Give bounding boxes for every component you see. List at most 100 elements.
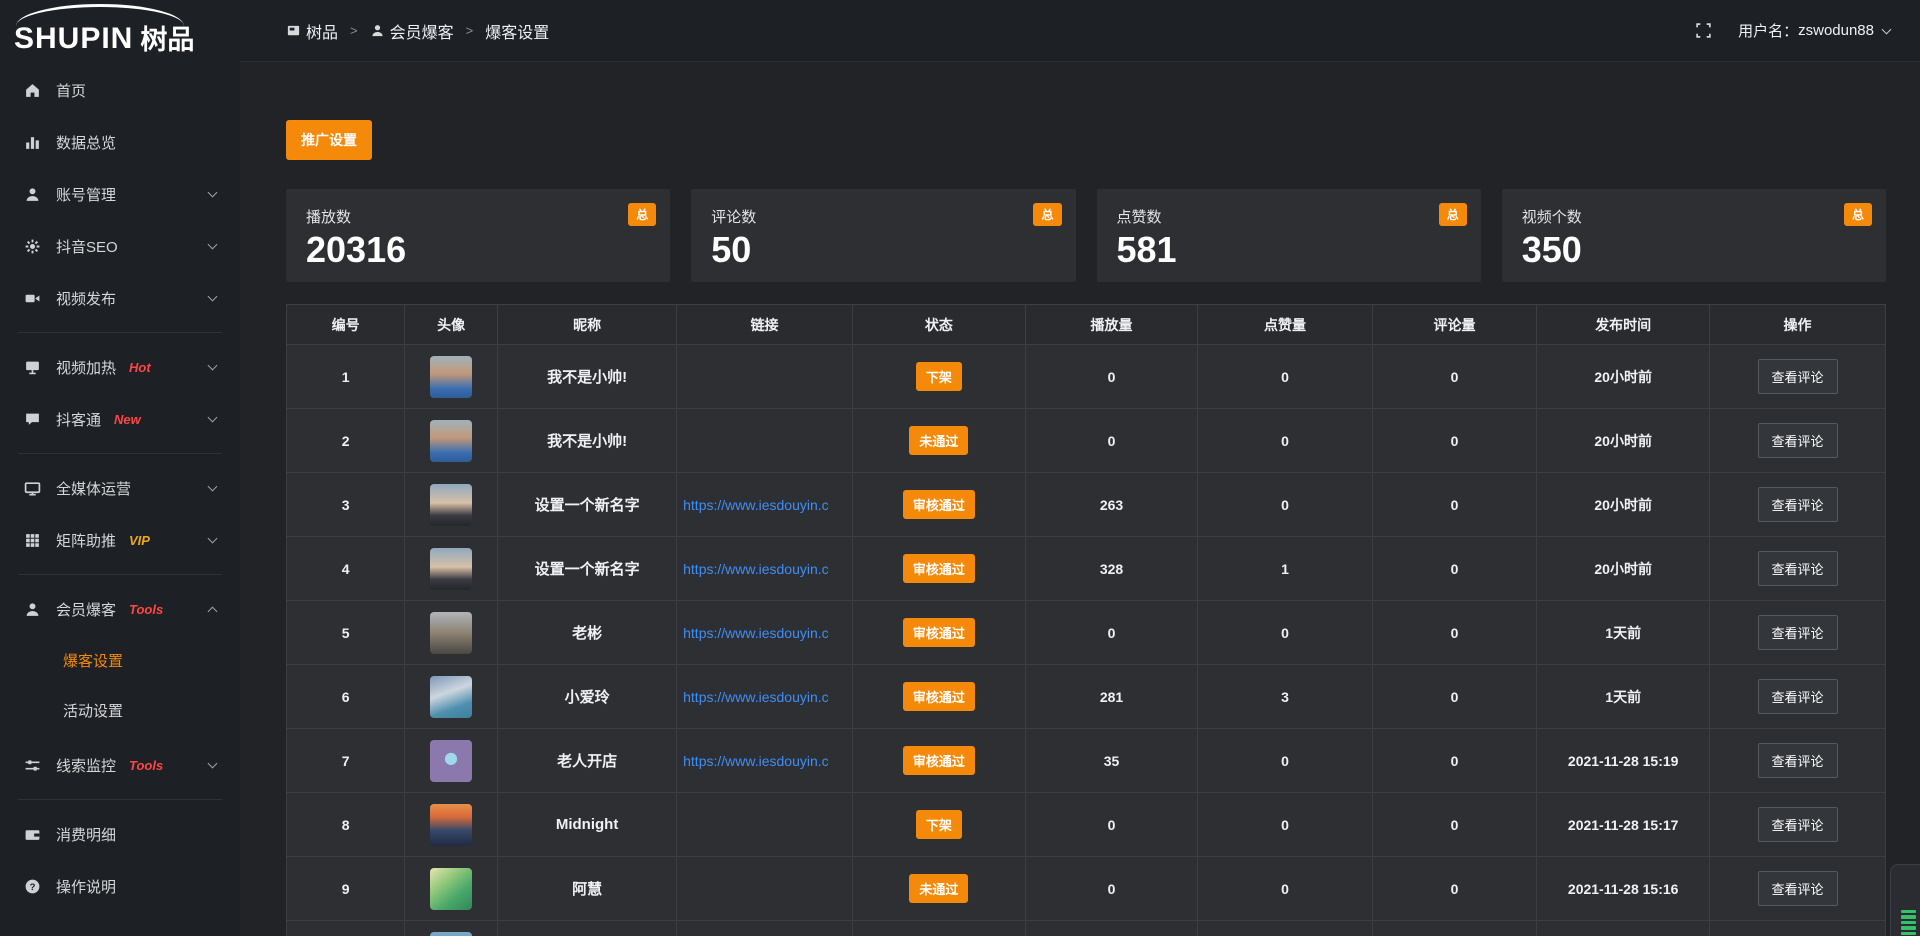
- row-id: 6: [285, 664, 406, 729]
- nickname: 设置一个新名字: [497, 536, 678, 601]
- plays-count: 0: [1024, 600, 1199, 665]
- table-row: 2 我不是小帅! 未通过 0 0 0 20小时前 查看评论: [285, 408, 1886, 473]
- publish-time: 1天前: [1536, 600, 1711, 665]
- publish-time: 20小时前: [1536, 472, 1711, 537]
- breadcrumb-separator: >: [350, 23, 358, 38]
- sidebar-item-video-publish[interactable]: 视频发布: [0, 272, 240, 324]
- stat-card-plays: 播放数 20316 总: [286, 189, 671, 282]
- table-header-row: 编号 头像 昵称 链接 状态 播放量 点赞量 评论量 发布时间 操作: [285, 304, 1886, 345]
- plays-count: 0: [1024, 856, 1199, 921]
- sidebar-subitem-activity-settings[interactable]: 活动设置: [63, 703, 124, 720]
- sidebar-item-douyin-seo[interactable]: 抖音SEO: [0, 220, 240, 272]
- sidebar-item-operation-guide[interactable]: ? 操作说明: [0, 860, 240, 912]
- sidebar-item-data-overview[interactable]: 数据总览: [0, 116, 240, 168]
- topbar: 树品 > 会员爆客 > 爆客设置 用户名：: [240, 0, 1920, 62]
- likes-count: 1: [1197, 536, 1373, 601]
- sidebar-item-consumption-detail[interactable]: 消费明细: [0, 808, 240, 860]
- row-id: 1: [285, 344, 406, 409]
- table-row: 4 设置一个新名字 https://www.iesdouyin.c 审核通过 3…: [285, 536, 1886, 601]
- chevron-icon: [207, 291, 218, 302]
- plays-count: 35: [1024, 728, 1199, 793]
- video-link[interactable]: https://www.iesdouyin.c: [683, 752, 829, 769]
- nickname: 我不是小帅!: [497, 408, 678, 473]
- comments-count: [1371, 920, 1538, 936]
- monitor-icon: [24, 480, 41, 497]
- likes-count: 0: [1197, 600, 1373, 665]
- promo-settings-button[interactable]: 推广设置: [286, 120, 372, 160]
- table-row: 3 设置一个新名字 https://www.iesdouyin.c 审核通过 2…: [285, 472, 1886, 537]
- stat-label: 点赞数: [1116, 209, 1162, 226]
- avatar: [430, 419, 473, 462]
- publish-time: 1天前: [1536, 664, 1711, 729]
- username-label: 用户名：: [1738, 23, 1799, 40]
- sidebar-item-omni-media[interactable]: 全媒体运营: [0, 462, 240, 514]
- view-comments-button[interactable]: 查看评论: [1757, 679, 1838, 714]
- view-comments-button[interactable]: 查看评论: [1757, 615, 1838, 650]
- breadcrumb-item-app[interactable]: 树品: [286, 19, 338, 43]
- total-badge: 总: [1843, 203, 1872, 226]
- table-row: 8 Midnight 下架 0 0 0 2021-11-28 15:17 查看评…: [285, 792, 1886, 857]
- view-comments-button[interactable]: 查看评论: [1757, 487, 1838, 522]
- video-link[interactable]: https://www.iesdouyin.c: [683, 560, 829, 577]
- svg-text:?: ?: [30, 881, 36, 892]
- chevron-icon: [207, 187, 218, 198]
- avatar: [430, 675, 473, 718]
- likes-count: 3: [1197, 664, 1373, 729]
- sidebar-item-lead-monitor[interactable]: 线索监控 Tools: [0, 739, 240, 791]
- view-comments-button[interactable]: 查看评论: [1757, 551, 1838, 586]
- view-comments-button[interactable]: 查看评论: [1757, 359, 1838, 394]
- sidebar-item-home[interactable]: 首页: [0, 64, 240, 116]
- floating-widget[interactable]: [1890, 864, 1920, 936]
- nickname: 老人开店: [497, 728, 678, 793]
- comments-count: 0: [1371, 856, 1538, 921]
- nickname: 我不是小帅!: [497, 344, 678, 409]
- breadcrumb-item-member[interactable]: 会员爆客: [370, 19, 454, 43]
- stat-value: 50: [711, 229, 752, 270]
- view-comments-button[interactable]: 查看评论: [1757, 807, 1838, 842]
- view-comments-button[interactable]: 查看评论: [1757, 871, 1838, 906]
- wallet-icon: [24, 826, 41, 843]
- user-menu[interactable]: 用户名： zswodun88: [1738, 20, 1892, 41]
- sidebar-item-account-management[interactable]: 账号管理: [0, 168, 240, 220]
- fullscreen-icon[interactable]: [1695, 22, 1712, 39]
- col-comments: 评论量: [1371, 304, 1538, 345]
- nickname: 设置一个新名字: [497, 472, 678, 537]
- question-icon: ?: [24, 878, 41, 895]
- sidebar-item-douketong[interactable]: 抖客通 New: [0, 393, 240, 445]
- divider: [18, 332, 222, 333]
- status-badge: 下架: [915, 362, 962, 391]
- avatar: [430, 483, 473, 526]
- plays-count: 281: [1024, 664, 1199, 729]
- publish-time: 20小时前: [1536, 344, 1711, 409]
- status-badge: 审核通过: [902, 554, 975, 583]
- sidebar-item-member-baoke[interactable]: 会员爆客 Tools: [0, 583, 240, 635]
- comments-count: 0: [1371, 664, 1538, 729]
- col-likes: 点赞量: [1197, 304, 1373, 345]
- sidebar-item-matrix-boost[interactable]: 矩阵助推 VIP: [0, 514, 240, 566]
- nav-tag: Tools: [129, 601, 164, 617]
- video-link[interactable]: https://www.iesdouyin.c: [683, 688, 829, 705]
- view-comments-button[interactable]: 查看评论: [1757, 743, 1838, 778]
- comments-count: 0: [1371, 600, 1538, 665]
- stat-label: 评论数: [711, 209, 757, 226]
- plays-count: 0: [1024, 792, 1199, 857]
- sidebar-item-video-heat[interactable]: 视频加热 Hot: [0, 341, 240, 393]
- table-row: 查看评论: [285, 920, 1886, 936]
- likes-count: [1197, 920, 1373, 936]
- col-nickname: 昵称: [497, 304, 678, 345]
- video-link[interactable]: https://www.iesdouyin.c: [683, 624, 829, 641]
- view-comments-button[interactable]: 查看评论: [1757, 423, 1838, 458]
- avatar: [430, 739, 473, 782]
- video-link[interactable]: https://www.iesdouyin.c: [683, 496, 829, 513]
- likes-count: 0: [1197, 344, 1373, 409]
- sidebar-subitem-baoke-settings[interactable]: 爆客设置: [63, 653, 124, 670]
- chart-icon: [24, 134, 41, 151]
- col-link: 链接: [676, 304, 853, 345]
- stat-card-videos: 视频个数 350 总: [1501, 189, 1886, 282]
- col-publish-time: 发布时间: [1536, 304, 1711, 345]
- nickname: 老彬: [497, 600, 678, 665]
- publish-time: [1536, 920, 1711, 936]
- user-icon: [370, 23, 385, 38]
- row-id: 2: [285, 408, 406, 473]
- brand-logo[interactable]: SHUPIN 树品: [0, 0, 240, 58]
